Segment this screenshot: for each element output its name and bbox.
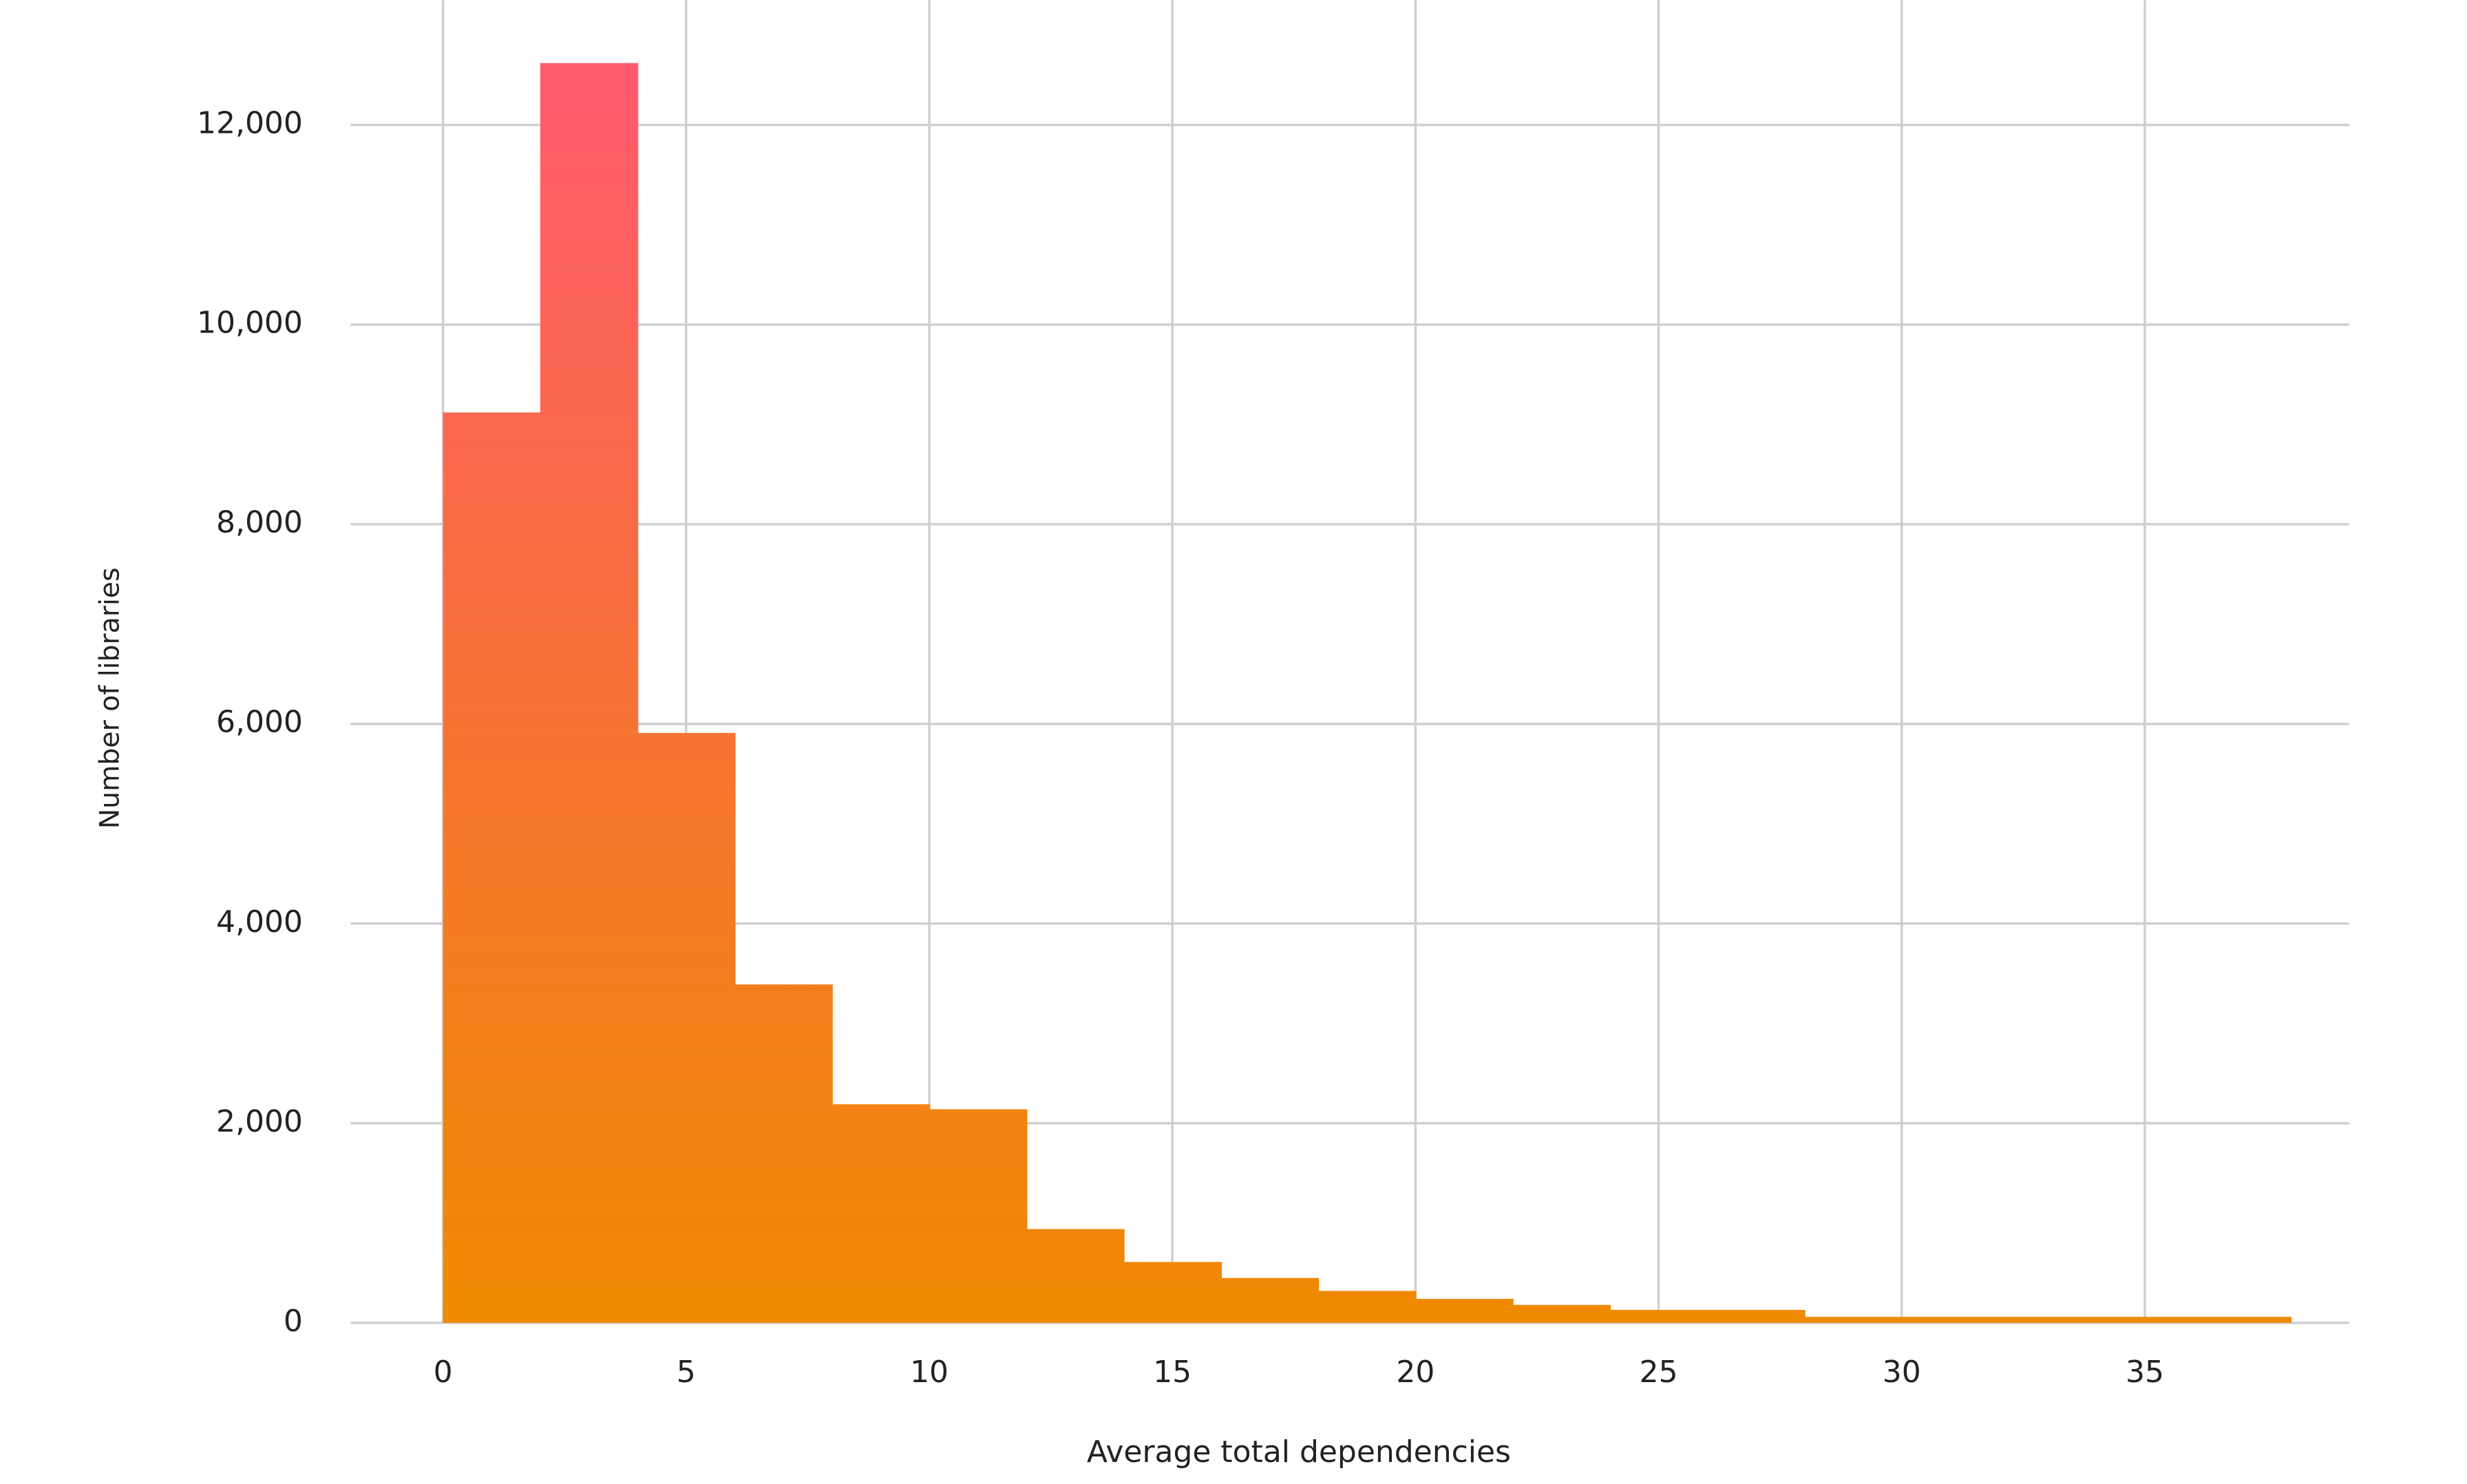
y-tick-label: 6,000	[216, 705, 303, 740]
histogram-bar	[1220, 1278, 1320, 1323]
histogram-bar	[2096, 1317, 2194, 1323]
y-tick-label: 8,000	[216, 505, 303, 540]
histogram-bar	[1415, 1299, 1514, 1323]
histogram-bar	[1707, 1310, 1806, 1323]
x-tick-label: 30	[1883, 1355, 1921, 1390]
x-tick-label: 10	[910, 1355, 949, 1390]
x-tick-label: 5	[677, 1355, 696, 1390]
x-axis-label: Average total dependencies	[1087, 1434, 1511, 1470]
histogram-bar	[1123, 1262, 1222, 1323]
histogram-bar	[734, 984, 833, 1323]
histogram-bar	[443, 412, 542, 1323]
x-tick-label: 0	[434, 1355, 453, 1390]
histogram-bar	[1609, 1310, 1708, 1323]
y-tick-label: 4,000	[216, 904, 303, 940]
histogram-bar	[1901, 1317, 2000, 1323]
histogram-bar	[1512, 1304, 1611, 1323]
histogram-bar	[1318, 1291, 1417, 1323]
x-tick-label: 15	[1153, 1355, 1192, 1390]
y-axis-label: Number of libraries	[94, 567, 126, 829]
histogram-bar	[832, 1104, 931, 1323]
x-tick-label: 25	[1640, 1355, 1678, 1390]
x-tick-label: 20	[1396, 1355, 1434, 1390]
histogram-bar	[1026, 1229, 1125, 1323]
y-tick-label: 12,000	[197, 106, 303, 141]
histogram-bar	[1804, 1317, 1903, 1323]
histogram-bar	[1999, 1317, 2097, 1323]
histogram-bar	[929, 1109, 1028, 1323]
histogram-bar	[540, 63, 639, 1323]
y-tick-label: 2,000	[216, 1104, 303, 1139]
y-tick-label: 0	[284, 1304, 303, 1339]
histogram-bar	[637, 732, 736, 1323]
histogram-bar	[2193, 1317, 2292, 1323]
y-tick-label: 10,000	[197, 306, 303, 341]
x-tick-label: 35	[2126, 1355, 2164, 1390]
